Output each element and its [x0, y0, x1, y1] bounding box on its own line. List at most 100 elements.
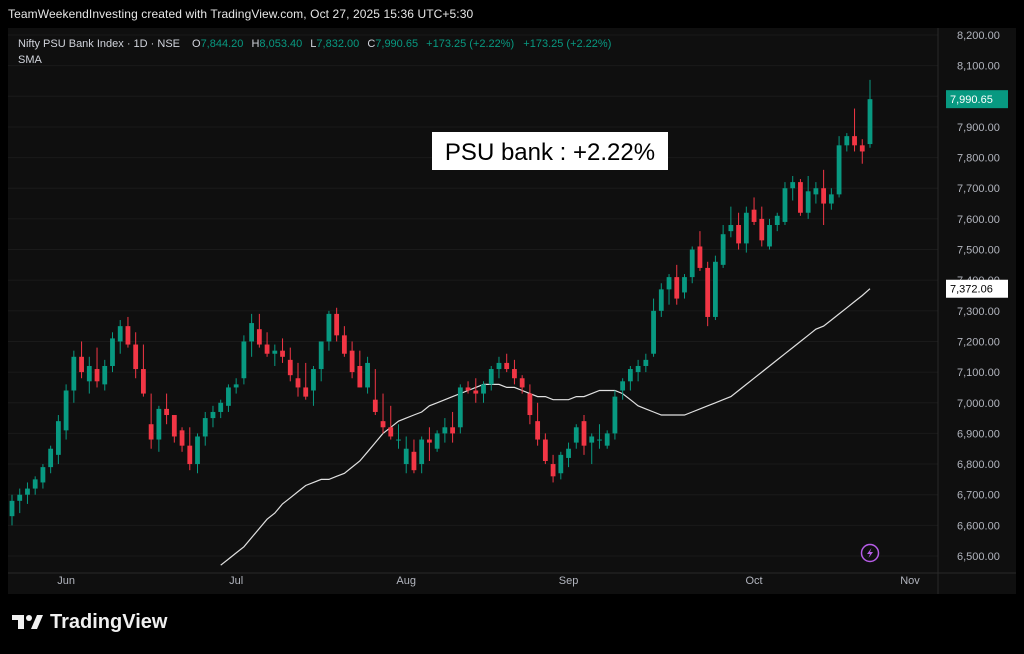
- candle: [419, 436, 425, 474]
- candle-body: [705, 267, 711, 317]
- candle-body: [17, 494, 23, 501]
- credit-text: TeamWeekendInvesting created with Tradin…: [8, 7, 474, 21]
- candle: [751, 197, 757, 226]
- candle-body: [488, 369, 494, 385]
- candle: [743, 206, 749, 253]
- candle: [349, 341, 355, 379]
- candle-body: [141, 369, 146, 394]
- candle-body: [604, 433, 610, 446]
- candle-body: [759, 218, 765, 241]
- y-tick-label: 6,900.00: [957, 428, 1000, 440]
- candle: [767, 218, 772, 250]
- y-tick-label: 6,600.00: [957, 520, 1000, 532]
- y-tick-label: 6,500.00: [957, 551, 1000, 563]
- candle-body: [828, 194, 834, 204]
- candle: [226, 384, 231, 412]
- ohlc-values: O7,844.20 H8,053.40 L7,832.00 C7,990.65 …: [192, 38, 611, 50]
- candle-body: [179, 430, 185, 446]
- sma-line: [220, 288, 871, 566]
- candle: [488, 365, 494, 391]
- candle-body: [434, 433, 440, 449]
- candle-body: [589, 436, 595, 443]
- candle: [164, 393, 169, 425]
- change-value-2: +173.25 (+2.22%): [523, 38, 611, 50]
- candle: [171, 415, 177, 443]
- candle: [434, 430, 440, 452]
- candle-body: [790, 182, 796, 189]
- candle-body: [635, 365, 641, 373]
- candle-body: [651, 310, 656, 354]
- candle: [782, 182, 788, 226]
- candle-body: [210, 411, 216, 419]
- chart-panel[interactable]: Nifty PSU Bank Index · 1D · NSE SMA O7,8…: [8, 28, 1016, 594]
- candle-body: [427, 439, 432, 443]
- candle: [365, 356, 370, 394]
- candle: [264, 332, 270, 357]
- candle-body: [380, 421, 386, 428]
- candle: [280, 338, 285, 363]
- candle-body: [736, 225, 741, 244]
- candle-body: [218, 402, 224, 412]
- candle: [450, 411, 455, 443]
- candle-body: [280, 350, 285, 357]
- candle: [341, 326, 347, 357]
- candle-body: [55, 421, 61, 455]
- candle: [481, 381, 486, 403]
- candle-body: [334, 313, 340, 336]
- candle-body: [48, 448, 54, 468]
- tradingview-logo[interactable]: TradingView: [12, 610, 167, 634]
- y-tick-label: 7,100.00: [957, 367, 1000, 379]
- price-chart[interactable]: Nifty PSU Bank Index · 1D · NSE SMA O7,8…: [8, 28, 1016, 594]
- candle-body: [110, 338, 115, 366]
- candle: [272, 344, 278, 366]
- candle: [558, 451, 564, 480]
- candle-body: [287, 359, 293, 376]
- candle-body: [241, 341, 247, 379]
- candle-body: [643, 359, 649, 366]
- y-tick-label: 7,900.00: [957, 122, 1000, 134]
- candle-body: [148, 424, 154, 440]
- candle: [187, 427, 193, 471]
- candle-body: [852, 136, 857, 146]
- open-value: 7,844.20: [201, 38, 244, 50]
- candle: [388, 405, 394, 440]
- indicator-label: SMA: [18, 54, 43, 66]
- candle-body: [612, 396, 618, 434]
- candle: [25, 482, 30, 504]
- x-tick-label: Aug: [396, 575, 416, 587]
- x-tick-label: Jun: [57, 575, 75, 587]
- candle: [40, 464, 46, 489]
- candle: [287, 347, 293, 382]
- candle: [55, 415, 61, 465]
- candle: [48, 445, 54, 474]
- candle-body: [867, 99, 873, 145]
- candle: [859, 139, 865, 164]
- candle: [311, 365, 316, 406]
- candle: [589, 433, 595, 465]
- lightning-icon[interactable]: [860, 543, 880, 563]
- candle-body: [597, 439, 602, 441]
- sma-layer: [220, 288, 871, 566]
- candle: [303, 362, 309, 400]
- candle: [148, 393, 154, 449]
- y-tick-label: 7,300.00: [957, 306, 1000, 318]
- candle: [790, 175, 796, 201]
- y-tick-label: 7,800.00: [957, 153, 1000, 165]
- candle: [380, 393, 386, 434]
- candle: [110, 332, 115, 373]
- annotation-text: PSU bank : +2.22%: [445, 139, 655, 166]
- candle: [125, 316, 131, 348]
- candle: [195, 433, 200, 474]
- y-tick-label: 7,600.00: [957, 214, 1000, 226]
- candle-body: [79, 356, 84, 373]
- candle: [821, 169, 827, 226]
- candle-body: [187, 445, 193, 465]
- candle: [627, 365, 633, 391]
- candle: [504, 353, 510, 373]
- y-tick-label: 8,200.00: [957, 30, 1000, 42]
- candle: [705, 261, 711, 327]
- candle: [210, 405, 216, 428]
- candle-body: [303, 387, 309, 397]
- x-tick-label: Oct: [745, 575, 762, 587]
- low-label: L: [310, 38, 316, 50]
